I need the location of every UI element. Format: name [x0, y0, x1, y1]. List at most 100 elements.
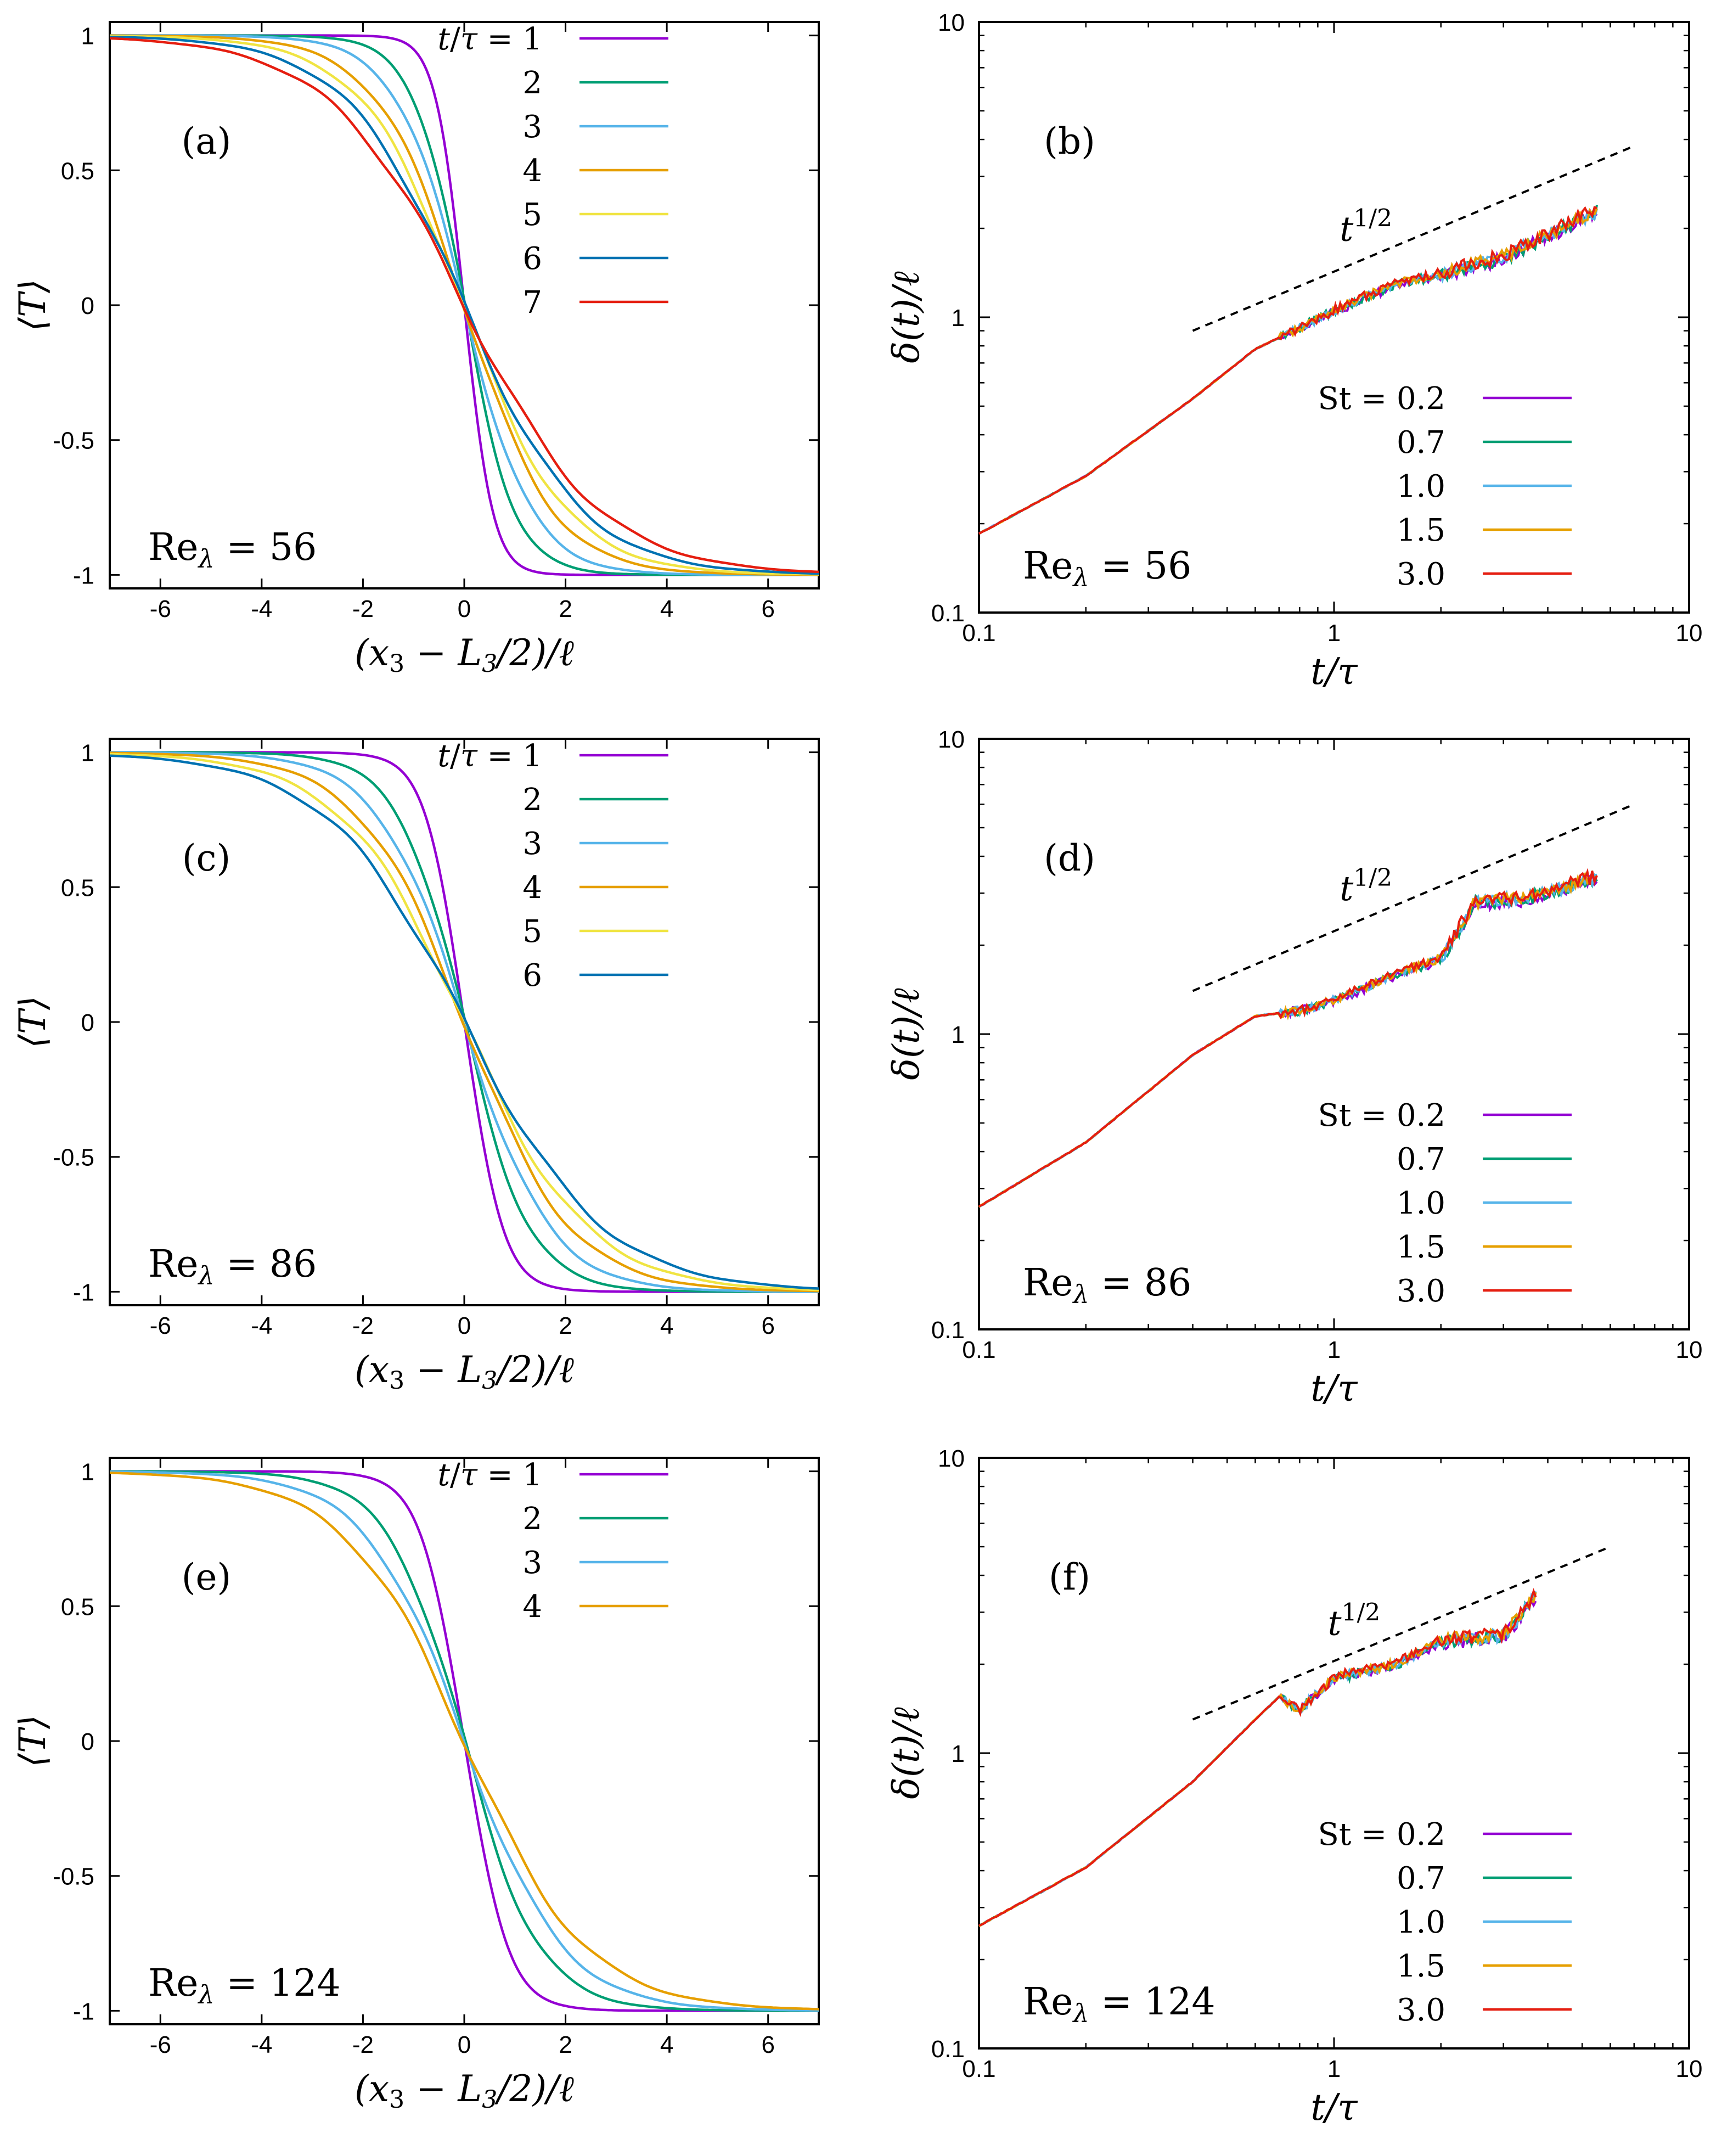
x-tick-label: 1	[1327, 1337, 1341, 1363]
y-tick-label: 1	[81, 1459, 94, 1486]
panel-d: 0.1 1 10 10 1 0.1 t1/2 St = 0.2 0.7 1.0 1.5 3.0 (d) R…	[885, 726, 1702, 1410]
legend-label: 3.0	[1397, 1992, 1445, 2028]
reynolds-label: Reλ = 56	[1023, 544, 1191, 592]
series-line-st3-0	[978, 206, 1597, 535]
series-line-t5	[110, 753, 819, 1292]
slope-label: t1/2	[1340, 864, 1392, 908]
legend-label: 2	[522, 782, 542, 818]
series-line-st1-0	[978, 873, 1597, 1208]
legend-label: 2	[522, 65, 542, 101]
legend-title: St = 0.2	[1318, 1098, 1445, 1133]
x-tick-label: -2	[352, 596, 374, 622]
x-tick-label: -6	[150, 1312, 171, 1339]
x-tick-label: -6	[150, 2031, 171, 2058]
y-tick-label: 1	[952, 305, 965, 332]
legend-label: 0.7	[1397, 425, 1445, 461]
x-tick-label: 0	[458, 1312, 471, 1339]
x-tick-label: 0.1	[962, 620, 995, 647]
series-line-st1-5	[978, 869, 1598, 1208]
y-tick-label: 0.5	[61, 874, 94, 901]
panel-label: (f)	[1049, 1556, 1090, 1598]
y-tick-label: 10	[938, 1445, 965, 1472]
legend-label: 0.7	[1397, 1142, 1445, 1177]
legend-label: 1.0	[1397, 469, 1445, 504]
y-axis-label: δ(t)/ℓ	[885, 988, 927, 1080]
y-tick-label: 1	[952, 1740, 965, 1767]
x-tick-label: -4	[251, 596, 272, 622]
y-tick-label: 0	[81, 1728, 94, 1755]
legend-label: 5	[522, 914, 542, 950]
x-axis-label: (x3 − L3/2)/ℓ	[354, 2068, 574, 2114]
reynolds-label: Reλ = 124	[1023, 1980, 1215, 2028]
x-tick-label: -4	[251, 2031, 272, 2058]
legend-label: 1.0	[1397, 1905, 1445, 1940]
legend-title: St = 0.2	[1318, 1817, 1445, 1852]
legend-label: 6	[522, 958, 542, 993]
y-tick-label: 0.5	[61, 158, 94, 184]
legend-label: 6	[522, 241, 542, 277]
series-line-st3-0	[978, 868, 1598, 1208]
y-tick-label: 0.1	[931, 2036, 965, 2063]
x-axis-label: t/τ	[1310, 2086, 1358, 2129]
legend-label: 4	[522, 153, 542, 189]
y-tick-label: 1	[81, 740, 94, 767]
series-line-st0-2	[978, 1600, 1537, 1927]
y-tick-label: -0.5	[53, 1863, 94, 1890]
y-tick-label: 10	[938, 9, 965, 36]
plot-frame	[978, 21, 1690, 614]
x-tick-label: 2	[559, 1312, 572, 1339]
slope-reference-line	[1192, 1546, 1611, 1721]
legend-label: 1.5	[1397, 513, 1445, 548]
x-tick-label: 4	[660, 596, 673, 622]
x-tick-label: -2	[352, 2031, 374, 2058]
reynolds-label: Reλ = 56	[148, 526, 317, 574]
legend-label: 4	[522, 1589, 542, 1625]
x-axis-label: t/τ	[1310, 650, 1358, 693]
slope-reference-line	[1192, 803, 1635, 992]
y-tick-label: 0.5	[61, 1593, 94, 1620]
legend-title: t/τ = 1	[437, 738, 542, 774]
slope-label: t1/2	[1328, 1599, 1381, 1643]
legend: St = 0.2 0.7 1.0 1.5 3.0	[1318, 1098, 1572, 1309]
series-line-t4	[110, 751, 819, 1293]
plot-frame	[978, 738, 1690, 1330]
panel-c: -6 -4 -2 0 2 4 6 1 0.5 0 -0.5 -1 t/τ = 1 2 3 4 5 6 (c) Reλ …	[12, 738, 820, 1395]
y-tick-label: -1	[73, 1998, 94, 2025]
x-tick-label: 2	[559, 596, 572, 622]
x-tick-label: 0	[458, 2031, 471, 2058]
slope-label: t1/2	[1340, 204, 1392, 249]
panel-label: (e)	[182, 1556, 232, 1598]
series-line-t6	[110, 35, 819, 575]
legend-label: 3.0	[1397, 557, 1445, 592]
y-tick-label: -1	[73, 562, 94, 589]
y-axis-label: δ(t)/ℓ	[885, 1707, 927, 1799]
panel-b: 0.1 1 10 10 1 0.1 t1/2 St = 0.2 0.7 1.0 1.5 3.0 (b) R…	[885, 9, 1702, 693]
y-axis-label: ⟨T⟩	[12, 279, 54, 332]
x-tick-label: 4	[660, 1312, 673, 1339]
x-tick-label: 6	[761, 596, 774, 622]
panel-label: (d)	[1044, 837, 1095, 879]
series-line-t3	[110, 1470, 819, 2012]
y-tick-label: 0.1	[931, 1317, 965, 1344]
legend-label: 5	[522, 197, 542, 233]
x-tick-label: 1	[1327, 620, 1341, 647]
legend-label: 1.5	[1397, 1949, 1445, 1984]
x-tick-label: 0	[458, 596, 471, 622]
y-tick-label: -1	[73, 1279, 94, 1306]
legend-label: 3	[522, 826, 542, 862]
legend: t/τ = 1 2 3 4	[437, 1457, 668, 1625]
x-tick-label: 10	[1676, 2056, 1703, 2082]
legend-title: t/τ = 1	[437, 1457, 542, 1493]
reynolds-label: Reλ = 86	[148, 1243, 317, 1290]
series-line-st0-7	[978, 873, 1598, 1208]
series-line-t4	[110, 1472, 819, 2011]
legend: St = 0.2 0.7 1.0 1.5 3.0	[1318, 381, 1572, 592]
legend-label: 3.0	[1397, 1273, 1445, 1309]
x-tick-label: -2	[352, 1312, 374, 1339]
legend-label: 0.7	[1397, 1861, 1445, 1896]
reynolds-label: Reλ = 86	[1023, 1261, 1191, 1309]
x-tick-label: 1	[1327, 2056, 1341, 2082]
legend-title: t/τ = 1	[437, 21, 542, 57]
y-tick-label: 0	[81, 293, 94, 319]
